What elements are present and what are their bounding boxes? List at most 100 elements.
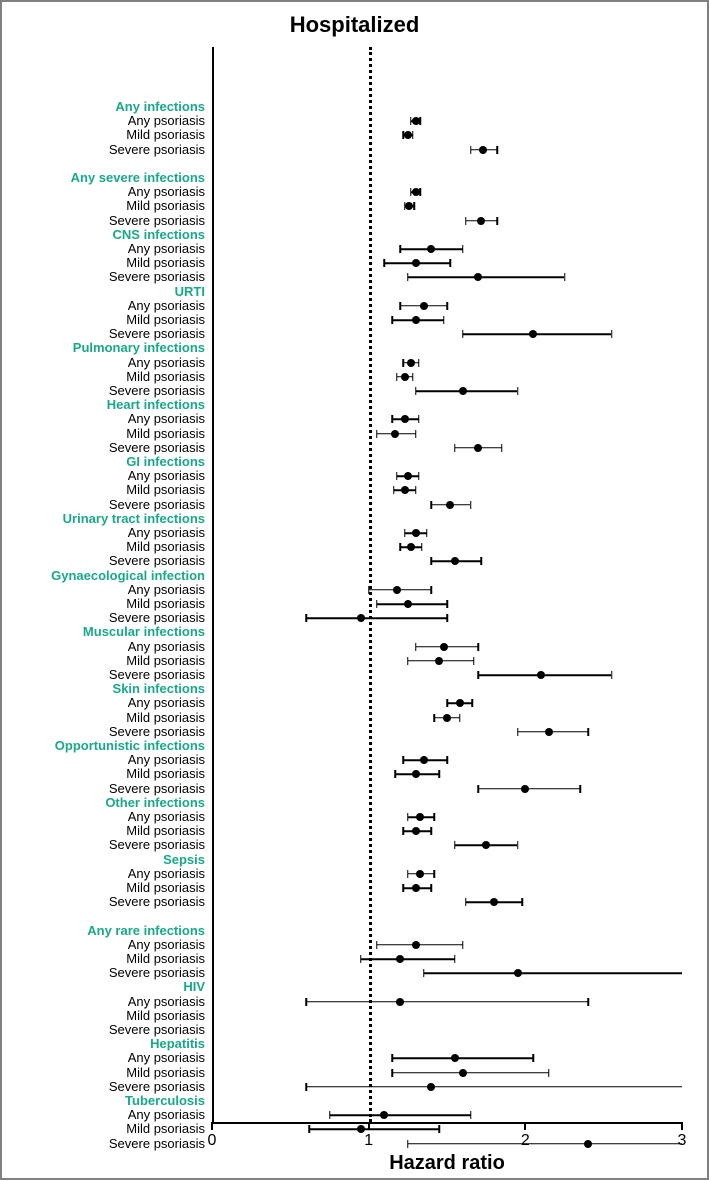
item-label: Severe psoriasis — [109, 554, 205, 567]
ci-cap-high — [587, 998, 589, 1006]
ci-cap-low — [391, 1069, 393, 1077]
ci-whisker — [306, 617, 447, 619]
point-marker — [412, 529, 420, 537]
point-marker — [412, 316, 420, 324]
point-marker — [514, 969, 522, 977]
ci-cap-low — [391, 1054, 393, 1062]
point-marker — [412, 827, 420, 835]
x-axis — [212, 1122, 682, 1124]
group-label: Opportunistic infections — [55, 739, 205, 752]
point-marker — [420, 756, 428, 764]
ci-cap-high — [446, 600, 448, 608]
item-label: Mild psoriasis — [126, 824, 205, 837]
item-label: Any psoriasis — [128, 867, 205, 880]
point-marker — [479, 146, 487, 154]
ci-cap-low — [396, 373, 398, 381]
ci-cap-low — [329, 1111, 331, 1119]
item-label: Any psoriasis — [128, 753, 205, 766]
point-marker — [404, 600, 412, 608]
group-label: Sepsis — [163, 853, 205, 866]
ci-cap-high — [611, 330, 613, 338]
group-label: GI infections — [126, 455, 205, 468]
ci-cap-low — [399, 543, 401, 551]
ci-whisker — [408, 277, 565, 279]
ci-cap-low — [402, 884, 404, 892]
ci-cap-low — [391, 316, 393, 324]
ci-cap-high — [443, 316, 445, 324]
ci-cap-low — [431, 557, 433, 565]
item-label: Severe psoriasis — [109, 668, 205, 681]
ci-cap-high — [517, 841, 519, 849]
ci-cap-high — [532, 1054, 534, 1062]
ci-cap-high — [412, 131, 414, 139]
group-label: Hepatitis — [150, 1037, 205, 1050]
item-label: Severe psoriasis — [109, 966, 205, 979]
ci-cap-low — [404, 529, 406, 537]
point-marker — [482, 841, 490, 849]
item-label: Any psoriasis — [128, 995, 205, 1008]
x-tick — [681, 1122, 683, 1130]
point-marker — [459, 387, 467, 395]
ci-cap-low — [396, 472, 398, 480]
group-label: URTI — [175, 285, 205, 298]
point-marker — [427, 1083, 435, 1091]
ci-cap-high — [420, 117, 422, 125]
item-label: Severe psoriasis — [109, 498, 205, 511]
ci-whisker — [306, 1086, 682, 1088]
point-marker — [401, 373, 409, 381]
ci-cap-low — [407, 870, 409, 878]
item-label: Severe psoriasis — [109, 895, 205, 908]
ci-cap-high — [501, 444, 503, 452]
item-label: Severe psoriasis — [109, 838, 205, 851]
ci-cap-low — [462, 330, 464, 338]
ci-cap-high — [415, 430, 417, 438]
point-marker — [474, 444, 482, 452]
point-marker — [412, 884, 420, 892]
point-marker — [357, 1125, 365, 1133]
ci-cap-high — [418, 359, 420, 367]
ci-cap-high — [517, 387, 519, 395]
ci-cap-high — [434, 870, 436, 878]
item-label: Severe psoriasis — [109, 725, 205, 738]
plot-area: 0123Hazard ratio — [212, 47, 682, 1122]
group-label: Other infections — [105, 796, 205, 809]
ci-cap-high — [446, 302, 448, 310]
item-label: Any psoriasis — [128, 299, 205, 312]
x-tick — [211, 1122, 213, 1130]
ci-cap-high — [434, 813, 436, 821]
item-label: Any psoriasis — [128, 526, 205, 539]
point-marker — [357, 614, 365, 622]
group-label: Heart infections — [107, 398, 205, 411]
point-marker — [443, 714, 451, 722]
point-marker — [407, 359, 415, 367]
point-marker — [412, 770, 420, 778]
point-marker — [401, 415, 409, 423]
group-label: HIV — [183, 980, 205, 993]
point-marker — [405, 202, 413, 210]
point-marker — [412, 941, 420, 949]
ci-cap-low — [407, 657, 409, 665]
group-label: Skin infections — [113, 682, 205, 695]
ci-cap-low — [423, 969, 425, 977]
ci-cap-high — [420, 188, 422, 196]
ci-cap-low — [454, 444, 456, 452]
item-label: Severe psoriasis — [109, 1137, 205, 1150]
group-label: Urinary tract infections — [63, 512, 205, 525]
ci-cap-low — [478, 671, 480, 679]
ci-cap-low — [407, 273, 409, 281]
group-label: Any severe infections — [71, 171, 205, 184]
item-label: Any psoriasis — [128, 469, 205, 482]
item-label: Mild psoriasis — [126, 1066, 205, 1079]
group-label: CNS infections — [113, 228, 205, 241]
ci-cap-low — [407, 813, 409, 821]
ci-cap-high — [418, 472, 420, 480]
ci-cap-high — [449, 259, 451, 267]
point-marker — [391, 430, 399, 438]
point-marker — [440, 643, 448, 651]
ci-cap-high — [587, 728, 589, 736]
ci-cap-low — [395, 770, 397, 778]
point-marker — [396, 955, 404, 963]
item-label: Severe psoriasis — [109, 214, 205, 227]
point-marker — [404, 131, 412, 139]
point-marker — [537, 671, 545, 679]
